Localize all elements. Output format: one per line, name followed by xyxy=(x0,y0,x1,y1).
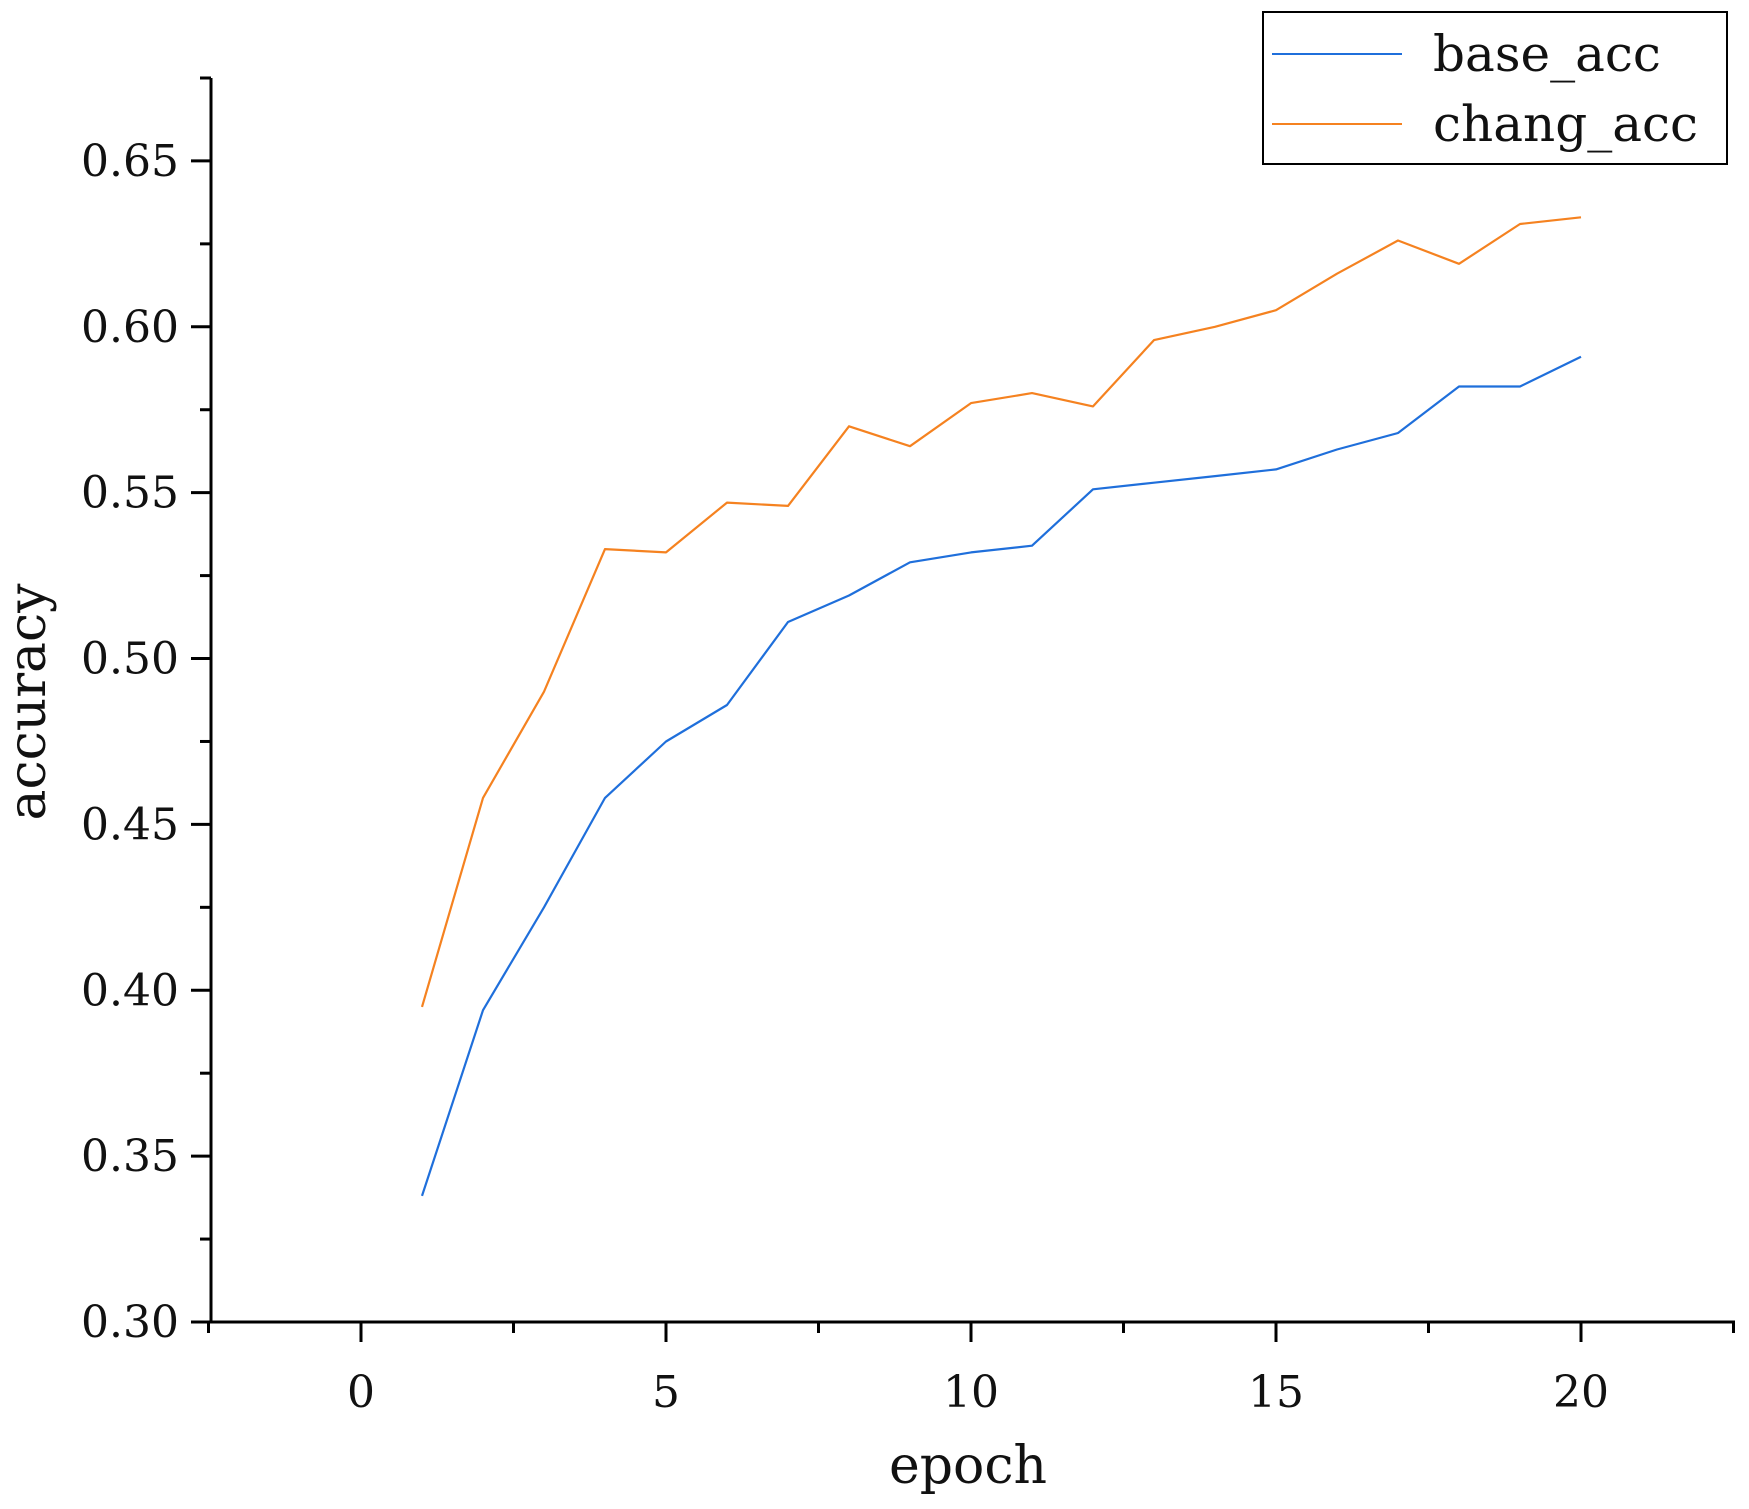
x-tick-label: 10 xyxy=(943,1367,999,1418)
legend-label: chang_acc xyxy=(1433,95,1698,153)
y-axis-title: accuracy xyxy=(0,583,58,821)
series-layer xyxy=(420,216,1582,1197)
x-axis-title: epoch xyxy=(889,1436,1047,1496)
y-tick-label: 0.30 xyxy=(81,1297,179,1348)
y-tick-label: 0.55 xyxy=(81,468,179,519)
x-tick-label: 0 xyxy=(347,1367,375,1418)
legend-label: base_acc xyxy=(1433,25,1661,83)
y-tick-label: 0.40 xyxy=(81,965,179,1016)
x-tick-label: 20 xyxy=(1553,1367,1609,1418)
y-tick-label: 0.45 xyxy=(81,799,179,850)
y-tick-label: 0.60 xyxy=(81,302,179,353)
series-line-base_acc xyxy=(420,355,1582,1197)
axes: 0.30 0.35 0.40 0.45 0.50 0.55 0.60 0.65 0 5 10 15 20 xyxy=(81,76,1735,1418)
y-tick-label: 0.50 xyxy=(81,634,179,685)
x-tick-label: 5 xyxy=(652,1367,680,1418)
x-tick-label: 15 xyxy=(1248,1367,1304,1418)
series-line-chang_acc xyxy=(420,216,1582,1008)
y-tick-label: 0.35 xyxy=(81,1131,179,1182)
legend-box xyxy=(1262,11,1728,165)
legend: base_acc chang_acc xyxy=(1262,11,1728,165)
y-tick-label: 0.65 xyxy=(81,136,179,187)
